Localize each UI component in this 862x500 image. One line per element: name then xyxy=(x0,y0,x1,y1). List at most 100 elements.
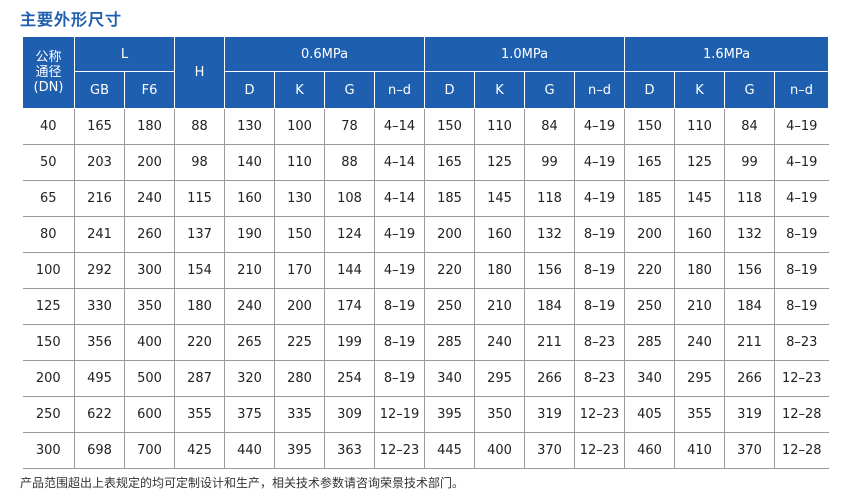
value-cell: 375 xyxy=(224,396,275,433)
dn-cell: 200 xyxy=(22,360,75,397)
value-cell: 180 xyxy=(474,252,525,289)
value-cell: 300 xyxy=(124,252,175,289)
value-cell: 99 xyxy=(524,144,575,181)
value-cell: 84 xyxy=(524,108,575,145)
dn-cell: 100 xyxy=(22,252,75,289)
subheader-cell: F6 xyxy=(124,71,175,109)
value-cell: 211 xyxy=(524,324,575,361)
value-cell: 110 xyxy=(474,108,525,145)
value-cell: 4–19 xyxy=(774,108,829,145)
value-cell: 395 xyxy=(274,432,325,469)
value-cell: 88 xyxy=(324,144,375,181)
value-cell: 203 xyxy=(74,144,125,181)
dn-cell: 80 xyxy=(22,216,75,253)
header-pressure-0-6: 0.6MPa xyxy=(224,36,425,72)
value-cell: 210 xyxy=(474,288,525,325)
value-cell: 370 xyxy=(724,432,775,469)
value-cell: 265 xyxy=(224,324,275,361)
value-cell: 225 xyxy=(274,324,325,361)
value-cell: 216 xyxy=(74,180,125,217)
value-cell: 12–19 xyxy=(374,396,425,433)
value-cell: 99 xyxy=(724,144,775,181)
value-cell: 8–19 xyxy=(774,252,829,289)
value-cell: 220 xyxy=(624,252,675,289)
value-cell: 118 xyxy=(524,180,575,217)
value-cell: 355 xyxy=(674,396,725,433)
value-cell: 132 xyxy=(524,216,575,253)
value-cell: 405 xyxy=(624,396,675,433)
value-cell: 115 xyxy=(174,180,225,217)
table-row: 65 216 240 115 160 130 108 4–14 185 145 118 4–19 185… xyxy=(22,180,829,217)
dimension-table: 公称 通径 (DN) L H 0.6MPa 1.0MPa 1.6MPa GB F6… xyxy=(22,36,829,469)
value-cell: 285 xyxy=(624,324,675,361)
dn-cell: 125 xyxy=(22,288,75,325)
footnote: 产品范围超出上表规定的均可定制设计和生产，相关技术参数请咨询荣景技术部门。 xyxy=(20,476,465,490)
table-row: 80 241 260 137 190 150 124 4–19 200 160 132 8–19 200… xyxy=(22,216,829,253)
value-cell: 98 xyxy=(174,144,225,181)
value-cell: 160 xyxy=(224,180,275,217)
value-cell: 12–23 xyxy=(574,432,625,469)
value-cell: 144 xyxy=(324,252,375,289)
value-cell: 199 xyxy=(324,324,375,361)
value-cell: 335 xyxy=(274,396,325,433)
value-cell: 180 xyxy=(674,252,725,289)
value-cell: 110 xyxy=(674,108,725,145)
value-cell: 8–19 xyxy=(374,288,425,325)
subheader-cell: K xyxy=(674,71,725,109)
value-cell: 200 xyxy=(124,144,175,181)
value-cell: 8–19 xyxy=(574,288,625,325)
value-cell: 180 xyxy=(174,288,225,325)
value-cell: 220 xyxy=(424,252,475,289)
value-cell: 4–14 xyxy=(374,180,425,217)
value-cell: 254 xyxy=(324,360,375,397)
value-cell: 698 xyxy=(74,432,125,469)
value-cell: 137 xyxy=(174,216,225,253)
value-cell: 355 xyxy=(174,396,225,433)
subheader-cell: G xyxy=(524,71,575,109)
value-cell: 309 xyxy=(324,396,375,433)
dn-cell: 150 xyxy=(22,324,75,361)
value-cell: 125 xyxy=(674,144,725,181)
value-cell: 150 xyxy=(424,108,475,145)
value-cell: 190 xyxy=(224,216,275,253)
value-cell: 88 xyxy=(174,108,225,145)
table-body: 40 165 180 88 130 100 78 4–14 150 110 84 4–19 150 110… xyxy=(22,108,829,469)
value-cell: 200 xyxy=(274,288,325,325)
value-cell: 356 xyxy=(74,324,125,361)
dn-cell: 50 xyxy=(22,144,75,181)
dn-cell: 40 xyxy=(22,108,75,145)
value-cell: 266 xyxy=(724,360,775,397)
value-cell: 165 xyxy=(624,144,675,181)
value-cell: 78 xyxy=(324,108,375,145)
value-cell: 395 xyxy=(424,396,475,433)
value-cell: 220 xyxy=(174,324,225,361)
value-cell: 500 xyxy=(124,360,175,397)
value-cell: 12–23 xyxy=(774,360,829,397)
value-cell: 350 xyxy=(124,288,175,325)
value-cell: 340 xyxy=(624,360,675,397)
value-cell: 8–19 xyxy=(574,252,625,289)
value-cell: 240 xyxy=(474,324,525,361)
value-cell: 295 xyxy=(674,360,725,397)
value-cell: 8–19 xyxy=(774,216,829,253)
value-cell: 211 xyxy=(724,324,775,361)
value-cell: 12–28 xyxy=(774,396,829,433)
value-cell: 240 xyxy=(224,288,275,325)
value-cell: 124 xyxy=(324,216,375,253)
table-row: 200 495 500 287 320 280 254 8–19 340 295 266 8–23 34… xyxy=(22,360,829,397)
value-cell: 154 xyxy=(174,252,225,289)
value-cell: 8–19 xyxy=(374,324,425,361)
value-cell: 319 xyxy=(524,396,575,433)
value-cell: 4–14 xyxy=(374,108,425,145)
value-cell: 425 xyxy=(174,432,225,469)
dn-cell: 250 xyxy=(22,396,75,433)
subheader-cell: G xyxy=(724,71,775,109)
subheader-cell: D xyxy=(424,71,475,109)
value-cell: 4–19 xyxy=(774,180,829,217)
value-cell: 130 xyxy=(274,180,325,217)
header-h: H xyxy=(174,36,225,109)
header-l: L xyxy=(74,36,175,72)
value-cell: 210 xyxy=(224,252,275,289)
value-cell: 200 xyxy=(624,216,675,253)
value-cell: 319 xyxy=(724,396,775,433)
